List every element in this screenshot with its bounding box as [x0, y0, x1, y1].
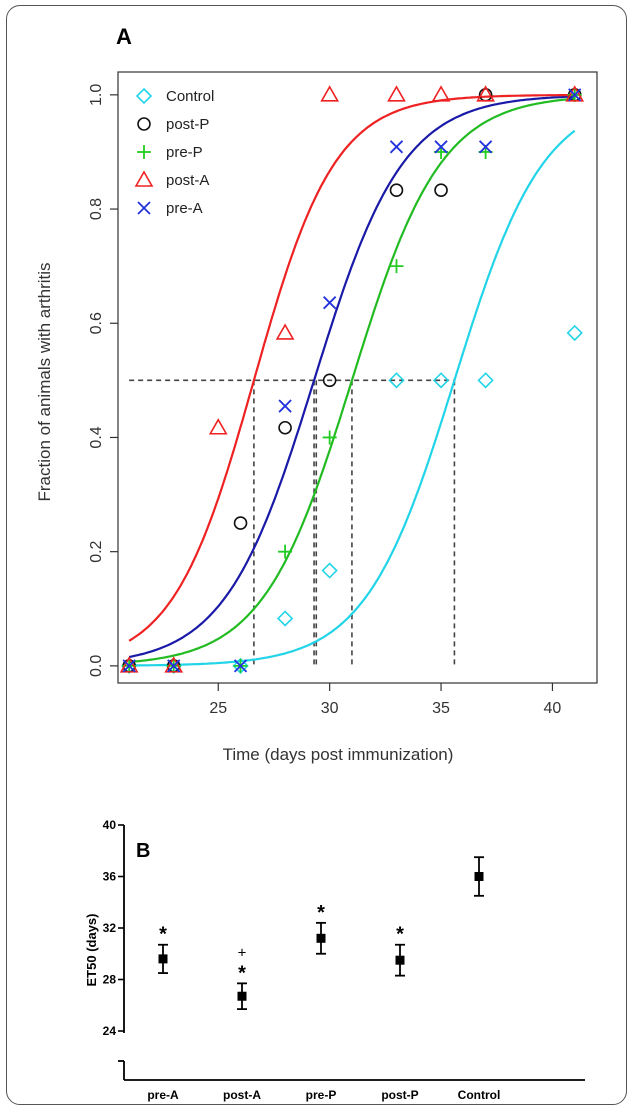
fit-curve-pre-p: [129, 97, 575, 664]
fit-curve-post-a: [128, 93, 575, 642]
category-label-pre-p: pre-P: [306, 1088, 337, 1102]
point-pre-a: [167, 659, 181, 673]
panel-b-axes: [118, 825, 585, 1081]
significance-star: *: [396, 924, 404, 946]
point-post-p: [322, 373, 337, 388]
legend-marker-post-a: [134, 170, 154, 187]
y-tick-label: 0.2: [88, 540, 105, 562]
category-label-post-p: post-P: [381, 1088, 418, 1102]
reference-lines: [129, 379, 456, 666]
point-post-a: [320, 85, 340, 102]
point-pre-a: [278, 399, 292, 413]
point-post-p: [233, 516, 248, 530]
panel-b-y-tick-label: 28: [103, 973, 117, 987]
x-tick-label: 35: [432, 700, 450, 717]
y-tick-label: 1.0: [88, 84, 105, 106]
point-post-a: [164, 656, 184, 673]
panel-b-y-tick-label: 24: [103, 1024, 117, 1038]
x-tick-label: 25: [209, 700, 227, 717]
y-tick-label: 0.8: [88, 198, 105, 220]
x-axis-ticks: 25 30 35 40: [209, 683, 561, 717]
mean-marker-post-a: [237, 991, 247, 1001]
panel-a: A 25 30 35 40 0.0 0.2 0.4 0.6 0.8 1.0 Control pos…: [35, 24, 598, 764]
fit-curve-control: [129, 129, 576, 667]
legend-marker-post-p: [137, 117, 151, 131]
significance-star: *: [317, 902, 325, 924]
panel-b-marks: **+**: [158, 856, 484, 1011]
fit-curve-post-p: [128, 95, 575, 659]
category-label-control: Control: [458, 1088, 501, 1102]
point-pre-a: [233, 659, 248, 673]
point-control: [321, 562, 338, 579]
point-pre-p: [322, 430, 337, 445]
y-axis-ticks: 0.0 0.2 0.4 0.6 0.8 1.0: [88, 84, 118, 677]
mean-marker-pre-a: [158, 954, 168, 964]
y-tick-label: 0.4: [88, 426, 105, 448]
x-tick-label: 40: [544, 700, 562, 717]
point-post-a: [565, 85, 585, 102]
point-pre-a: [568, 88, 582, 102]
legend-label-pre-p: pre-P: [166, 144, 203, 161]
significance-star: *: [159, 924, 167, 946]
legend-marker-pre-a: [137, 201, 151, 215]
point-post-a: [208, 418, 228, 435]
point-pre-p: [278, 544, 293, 559]
legend-marker-control: [135, 87, 153, 105]
mean-marker-post-p: [395, 955, 405, 965]
point-control: [566, 324, 583, 342]
figure-frame: [6, 5, 627, 1105]
panel-b-y-ticks: 24 28 32 36 40: [103, 818, 124, 1038]
legend-label-pre-a: pre-A: [166, 200, 203, 217]
point-control: [276, 610, 294, 627]
point-pre-a: [122, 659, 136, 673]
y-tick-label: 0.6: [88, 312, 105, 334]
point-pre-a: [389, 140, 404, 154]
point-post-a: [275, 323, 295, 340]
panel-b-y-tick-label: 40: [103, 818, 117, 832]
panel-b-y-tick-label: 32: [103, 921, 117, 935]
significance-star: *: [238, 962, 246, 984]
legend-label-post-p: post-P: [166, 116, 209, 133]
point-post-a: [119, 656, 139, 673]
legend-marker-pre-p: [137, 145, 151, 159]
significance-plus: +: [238, 944, 247, 961]
data-points: [119, 85, 585, 675]
point-post-p: [278, 420, 292, 435]
legend-label-control: Control: [166, 88, 214, 105]
mean-marker-control: [474, 872, 484, 881]
point-pre-a: [478, 140, 493, 154]
point-pre-p: [389, 259, 404, 274]
y-tick-label: 0.0: [88, 655, 105, 677]
point-pre-a: [323, 296, 337, 310]
legend: Control post-P pre-P post-A pre-A: [134, 87, 214, 217]
fit-curves: [128, 93, 576, 667]
mean-marker-pre-p: [316, 933, 326, 943]
legend-label-post-a: post-A: [166, 172, 209, 189]
panel-a-plot-box: [117, 71, 598, 684]
point-post-a: [431, 85, 451, 102]
point-control: [388, 372, 405, 389]
x-axis-label: Time (days post immunization): [223, 745, 454, 764]
point-post-a: [387, 85, 406, 102]
x-tick-label: 30: [321, 700, 339, 717]
category-label-post-a: post-A: [223, 1088, 261, 1102]
panel-b-label: B: [136, 840, 150, 862]
panel-b-y-tick-label: 36: [103, 870, 117, 884]
panel-b-categories: pre-A post-A pre-P post-P Control: [147, 1088, 500, 1102]
point-post-p: [434, 183, 448, 198]
point-pre-a: [434, 140, 448, 154]
point-post-a: [476, 85, 495, 102]
point-post-p: [389, 183, 404, 198]
panel-b-y-axis-label: ET50 (days): [84, 914, 99, 987]
point-control: [477, 372, 494, 389]
panel-a-label: A: [116, 24, 132, 49]
point-control: [432, 372, 450, 389]
y-axis-label: Fraction of animals with arthritis: [35, 262, 54, 501]
category-label-pre-a: pre-A: [147, 1088, 179, 1102]
